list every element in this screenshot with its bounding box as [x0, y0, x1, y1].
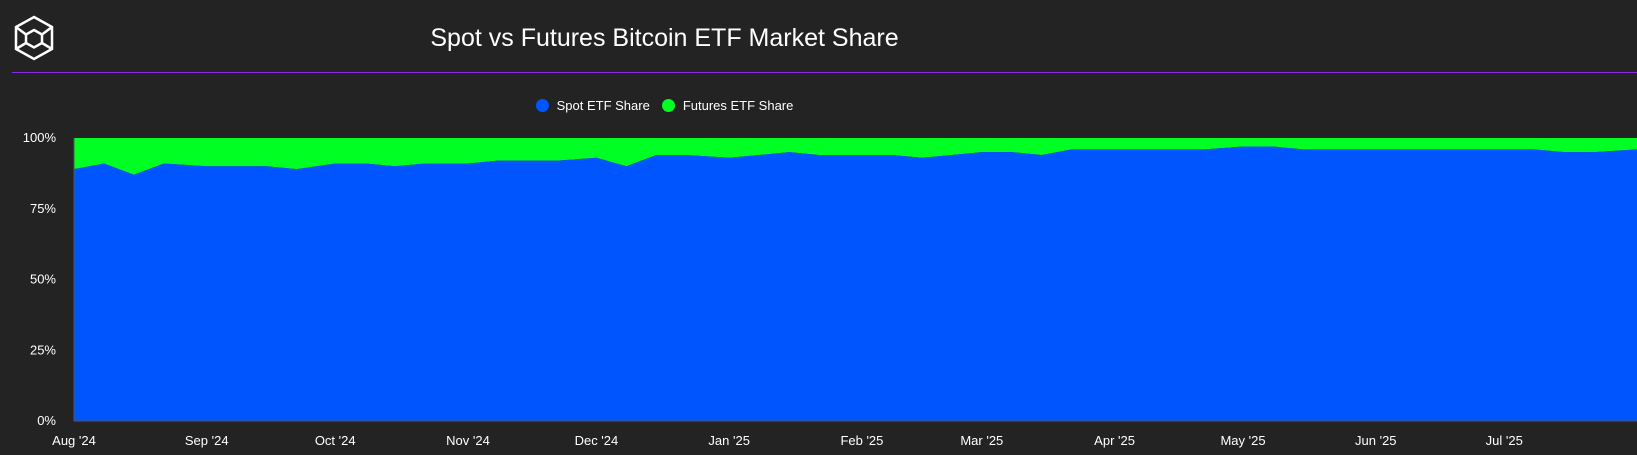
x-tick-label: Jul '25: [1486, 433, 1523, 448]
x-tick-label: Nov '24: [446, 433, 490, 448]
x-tick-label: Feb '25: [840, 433, 883, 448]
legend-item-spot[interactable]: Spot ETF Share: [535, 98, 650, 113]
y-tick-label: 50%: [30, 272, 56, 287]
header-divider: [12, 72, 1637, 73]
chart-legend: Spot ETF Share Futures ETF Share: [0, 98, 1329, 113]
chart-title: Spot vs Futures Bitcoin ETF Market Share: [430, 24, 899, 52]
cube-logo-icon: [14, 15, 54, 61]
series-area-spot: [74, 146, 1637, 422]
x-tick-label: Sep '24: [185, 433, 229, 448]
x-tick-label: Dec '24: [575, 433, 619, 448]
legend-swatch-futures: [661, 99, 675, 112]
y-tick-label: 0%: [37, 413, 56, 428]
legend-swatch-spot: [535, 99, 549, 112]
legend-item-futures[interactable]: Futures ETF Share: [661, 98, 794, 113]
series-area-futures: [74, 138, 1637, 175]
y-tick-label: 25%: [30, 342, 56, 357]
y-tick-label: 75%: [30, 201, 56, 216]
x-tick-label: Jan '25: [708, 433, 750, 448]
x-tick-label: May '25: [1220, 433, 1265, 448]
legend-label-futures: Futures ETF Share: [682, 98, 794, 113]
x-tick-label: Jun '25: [1355, 433, 1397, 448]
x-tick-label: Oct '24: [315, 433, 356, 448]
legend-label-spot: Spot ETF Share: [556, 98, 650, 113]
x-tick-label: Aug '24: [52, 433, 96, 448]
x-tick-label: Apr '25: [1094, 433, 1135, 448]
y-tick-label: 100%: [23, 130, 57, 145]
x-tick-label: Mar '25: [960, 433, 1003, 448]
